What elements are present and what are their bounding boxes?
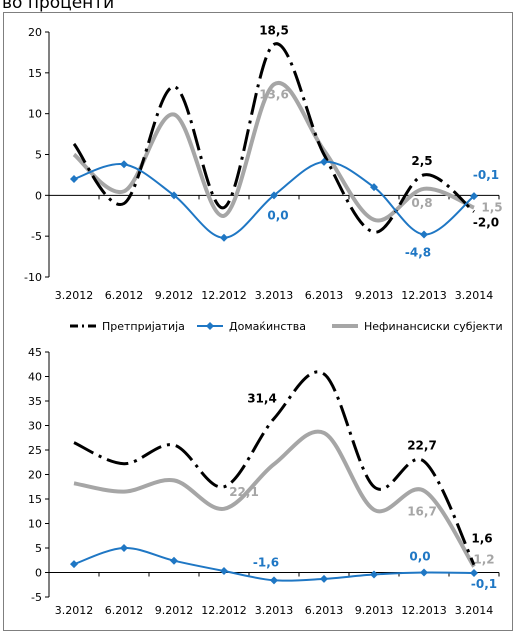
data-point <box>220 567 228 576</box>
data-point <box>420 230 428 239</box>
y-tick-label: 5 <box>35 542 42 555</box>
y-tick-label: 15 <box>28 493 42 506</box>
x-tick-label: 9.2012 <box>155 604 194 617</box>
data-point <box>470 192 478 201</box>
x-tick-label: 3.2012 <box>55 289 94 302</box>
legend-marker <box>206 322 214 330</box>
y-tick-label: 15 <box>28 67 42 80</box>
data-point <box>70 175 78 183</box>
data-point <box>420 568 428 577</box>
x-tick-label: 9.2013 <box>355 604 394 617</box>
x-tick-label: 6.2012 <box>105 289 144 302</box>
y-tick-label: 5 <box>35 149 42 162</box>
data-label: 0,0 <box>409 550 430 564</box>
y-tick-label: -5 <box>31 230 42 243</box>
y-tick-label: 10 <box>28 518 42 531</box>
x-tick-label: 9.2012 <box>155 289 194 302</box>
x-tick-label: 3.2013 <box>255 289 294 302</box>
x-tick-label: 3.2012 <box>55 604 94 617</box>
x-tick-label: 6.2013 <box>305 604 344 617</box>
data-point <box>120 160 128 169</box>
y-tick-label: -10 <box>24 271 42 284</box>
data-label: 16,7 <box>407 505 437 519</box>
data-label: -0,1 <box>473 168 499 182</box>
x-tick-label: 12.2012 <box>201 289 247 302</box>
data-label: 18,5 <box>259 23 289 37</box>
data-label: -4,8 <box>405 246 431 260</box>
y-tick-label: 20 <box>28 469 42 482</box>
x-tick-label: 12.2013 <box>401 604 447 617</box>
y-tick-label: 45 <box>28 346 42 359</box>
data-label: 22,7 <box>407 438 437 452</box>
data-point <box>320 157 328 166</box>
data-point <box>70 560 78 569</box>
chart-frame <box>3 12 513 631</box>
chart-bottom: -5 0 5 10 15 20 25 30 35 40 45 3.2012 6.2012 9.2012 12… <box>28 346 500 617</box>
data-point <box>320 574 328 583</box>
data-label: 1,2 <box>473 553 494 567</box>
data-label: -1,6 <box>253 555 279 569</box>
series-line-0 <box>72 42 475 234</box>
y-tick-label: 0 <box>35 189 42 202</box>
data-label: -0,1 <box>471 577 497 591</box>
data-label: 22,1 <box>229 485 259 499</box>
x-tick-label: 3.2014 <box>455 604 494 617</box>
series-line-0 <box>73 370 476 566</box>
y-tick-label: 25 <box>28 444 42 457</box>
data-point <box>120 544 128 552</box>
x-tick-label: 3.2014 <box>455 289 494 302</box>
data-label: 31,4 <box>247 392 277 406</box>
data-label: 2,5 <box>411 154 432 168</box>
legend-label: Домаќинства <box>229 320 306 333</box>
data-point <box>370 183 378 192</box>
y-tick-label: 10 <box>28 108 42 121</box>
x-tick-label: 12.2013 <box>401 289 447 302</box>
chart-caption: во проценти <box>2 0 115 13</box>
y-tick-label: -5 <box>31 591 42 604</box>
data-label: 0,0 <box>267 208 288 222</box>
series-line-2 <box>73 429 476 568</box>
legend-label: Претпријатија <box>102 320 185 333</box>
x-tick-label: 6.2012 <box>105 604 144 617</box>
y-tick-label: 20 <box>28 26 42 39</box>
data-point <box>270 576 278 585</box>
x-tick-label: 12.2012 <box>201 604 247 617</box>
chart-top: -10 -5 0 5 10 15 20 3.2012 6.2012 9.2012 12.2012 3.… <box>24 23 503 302</box>
data-point <box>170 191 178 200</box>
x-tick-label: 6.2013 <box>305 289 344 302</box>
data-label: -2,0 <box>473 216 499 230</box>
data-point <box>470 568 478 577</box>
data-label: 1,6 <box>471 532 492 546</box>
data-point <box>220 233 228 242</box>
y-tick-label: 40 <box>28 371 42 384</box>
x-tick-label: 3.2013 <box>255 604 294 617</box>
data-point <box>170 556 178 565</box>
legend-label: Нефинансиски субјекти <box>364 320 503 333</box>
y-tick-label: 30 <box>28 420 42 433</box>
data-label: 0,8 <box>411 196 432 210</box>
data-point <box>370 570 378 579</box>
y-tick-label: 35 <box>28 395 42 408</box>
data-point <box>270 191 278 200</box>
data-label: 13,6 <box>259 87 289 101</box>
x-tick-label: 9.2013 <box>355 289 394 302</box>
y-tick-label: 0 <box>35 567 42 580</box>
data-label: 1,5 <box>481 201 502 215</box>
legend: Претпријатија Домаќинства Нефинансиски суб… <box>70 320 503 333</box>
